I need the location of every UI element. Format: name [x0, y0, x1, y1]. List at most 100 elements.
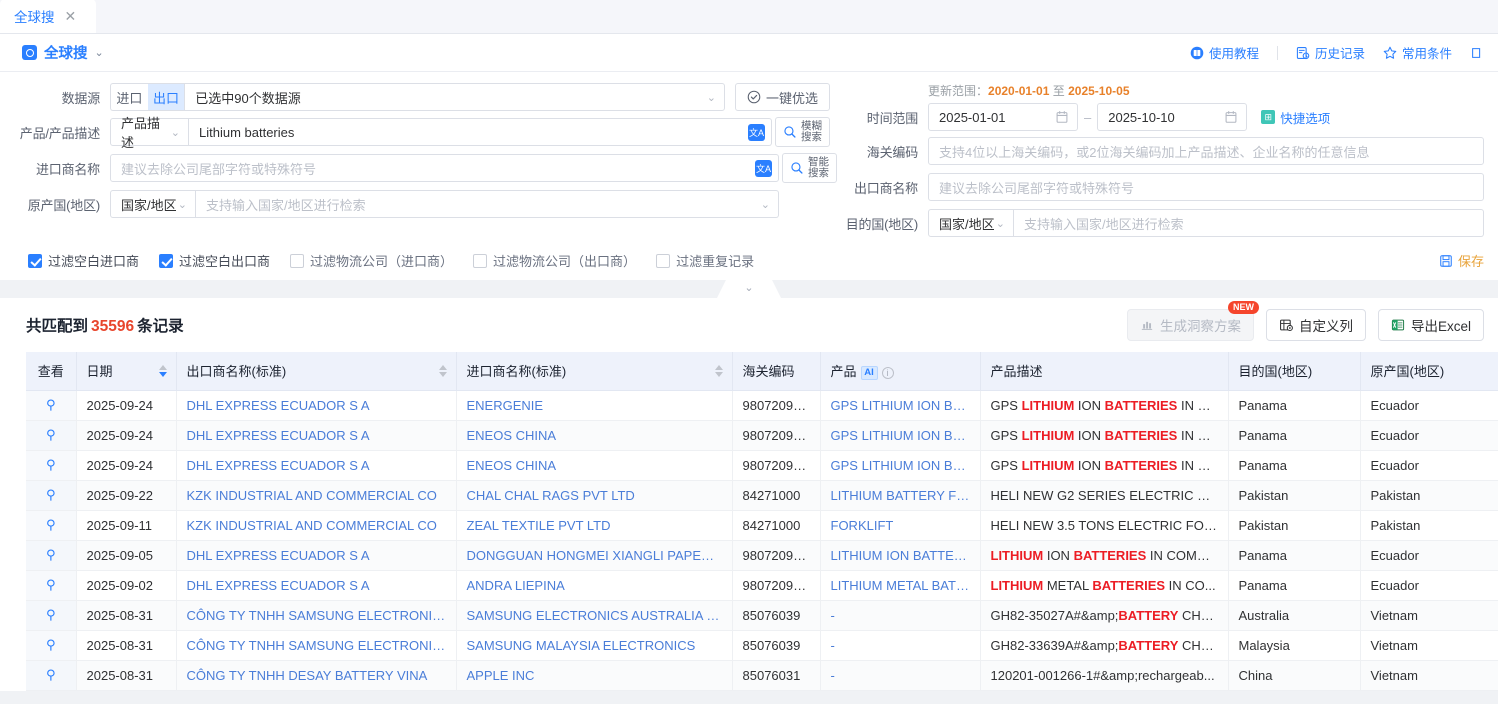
- cell-exporter[interactable]: DHL EXPRESS ECUADOR S A: [176, 420, 457, 451]
- table-row[interactable]: ⚲ 2025-09-24 DHL EXPRESS ECUADOR S A ENEOS …: [26, 450, 1498, 481]
- generate-insight-button[interactable]: NEW 生成洞察方案: [1126, 301, 1259, 341]
- cell-exporter[interactable]: CÔNG TY TNHH DESAY BATTERY VINA: [176, 660, 457, 691]
- cell-importer[interactable]: SAMSUNG ELECTRONICS AUSTRALIA PTY: [456, 600, 733, 631]
- cell-view[interactable]: ⚲: [26, 600, 77, 631]
- checkbox-box[interactable]: [159, 253, 174, 268]
- importer-input[interactable]: 建议去除公司尾部字符或特殊符号 文A: [110, 154, 779, 182]
- info-icon[interactable]: i: [881, 366, 894, 379]
- cell-exporter[interactable]: DHL EXPRESS ECUADOR S A: [176, 570, 457, 601]
- sort-toggle-importer[interactable]: [714, 364, 723, 377]
- tab-global-search[interactable]: 全球搜 ✕: [0, 0, 96, 33]
- checkbox-box[interactable]: [28, 253, 42, 268]
- sort-toggle-exporter[interactable]: [438, 364, 447, 377]
- translate-icon[interactable]: 文A: [748, 123, 765, 141]
- cell-importer[interactable]: CHAL CHAL RAGS PVT LTD: [456, 480, 733, 511]
- magnifier-icon[interactable]: ⚲: [45, 457, 56, 472]
- destination-mode-select[interactable]: 国家/地区 ⌄: [928, 209, 1014, 237]
- magnifier-icon[interactable]: ⚲: [45, 427, 56, 442]
- export-excel-button[interactable]: 导出Excel: [1377, 309, 1484, 341]
- collapse-panel-button[interactable]: ⌄: [717, 280, 781, 298]
- table-row[interactable]: ⚲ 2025-09-24 DHL EXPRESS ECUADOR S A ENEOS …: [26, 420, 1498, 451]
- app-title-group[interactable]: 全球搜 ⌄: [22, 42, 104, 63]
- one-key-optimize-button[interactable]: 一键优选: [734, 83, 830, 111]
- destination-input[interactable]: 支持输入国家/地区进行检索: [1014, 209, 1484, 237]
- table-row[interactable]: ⚲ 2025-08-31 CÔNG TY TNHH DESAY BATTERY VI…: [26, 660, 1498, 691]
- table-row[interactable]: ⚲ 2025-09-02 DHL EXPRESS ECUADOR S A ANDRA …: [26, 570, 1498, 601]
- date-start-input[interactable]: 2025-01-01: [928, 103, 1078, 131]
- cell-product[interactable]: FORKLIFT: [820, 510, 981, 541]
- checkbox-filter-blank-exporter[interactable]: 过滤空白出口商: [159, 251, 270, 270]
- magnifier-icon[interactable]: ⚲: [45, 607, 56, 622]
- cell-product[interactable]: -: [820, 600, 981, 631]
- cell-exporter[interactable]: KZK INDUSTRIAL AND COMMERCIAL CO: [176, 510, 457, 541]
- tab-close-icon[interactable]: ✕: [64, 8, 77, 24]
- cell-importer[interactable]: APPLE INC: [456, 660, 733, 691]
- custom-columns-button[interactable]: 自定义列: [1265, 309, 1366, 341]
- cell-view[interactable]: ⚲: [26, 510, 77, 541]
- magnifier-icon[interactable]: ⚲: [45, 517, 56, 532]
- cell-importer[interactable]: ENERGENIE: [456, 390, 733, 421]
- product-input[interactable]: Lithium batteries 文A: [189, 118, 772, 146]
- cell-product[interactable]: GPS LITHIUM ION BAT...: [820, 390, 981, 421]
- magnifier-icon[interactable]: ⚲: [45, 487, 56, 502]
- cell-view[interactable]: ⚲: [26, 540, 77, 571]
- cell-product[interactable]: GPS LITHIUM ION BAT...: [820, 420, 981, 451]
- magnifier-icon[interactable]: ⚲: [45, 397, 56, 412]
- results-table-wrap[interactable]: 查看 日期 出口商名称(标准) 进口商名称(标准) 海关编码: [0, 352, 1498, 691]
- cell-importer[interactable]: SAMSUNG MALAYSIA ELECTRONICS: [456, 630, 733, 661]
- cell-view[interactable]: ⚲: [26, 660, 77, 691]
- cell-view[interactable]: ⚲: [26, 420, 77, 451]
- date-end-input[interactable]: 2025-10-10: [1097, 103, 1248, 131]
- cell-product[interactable]: -: [820, 630, 981, 661]
- magnifier-icon[interactable]: ⚲: [45, 637, 56, 652]
- checkbox-box[interactable]: [290, 253, 305, 268]
- checkbox-filter-logistics-exporter[interactable]: 过滤物流公司（出口商）: [473, 251, 636, 270]
- cell-view[interactable]: ⚲: [26, 450, 77, 481]
- quick-options-button[interactable]: ⊞ 快捷选项: [1261, 108, 1330, 127]
- cell-view[interactable]: ⚲: [26, 570, 77, 601]
- table-row[interactable]: ⚲ 2025-09-24 DHL EXPRESS ECUADOR S A ENERGE…: [26, 390, 1498, 421]
- datasource-select[interactable]: 已选中90个数据源 ⌄: [184, 83, 725, 111]
- cell-exporter[interactable]: KZK INDUSTRIAL AND COMMERCIAL CO: [176, 480, 457, 511]
- cell-view[interactable]: ⚲: [26, 480, 77, 511]
- smart-search-button[interactable]: 智能 搜索: [782, 153, 837, 183]
- checkbox-box[interactable]: [473, 253, 488, 268]
- cell-importer[interactable]: ANDRA LIEPINA: [456, 570, 733, 601]
- cell-product[interactable]: -: [820, 660, 981, 691]
- cell-product[interactable]: LITHIUM BATTERY FO...: [820, 480, 981, 511]
- magnifier-icon[interactable]: ⚲: [45, 667, 56, 682]
- magnifier-icon[interactable]: ⚲: [45, 547, 56, 562]
- translate-icon[interactable]: 文A: [755, 159, 772, 177]
- table-row[interactable]: ⚲ 2025-08-31 CÔNG TY TNHH SAMSUNG ELECTRON…: [26, 600, 1498, 631]
- magnifier-icon[interactable]: ⚲: [45, 577, 56, 592]
- link-favorites[interactable]: 常用条件: [1383, 43, 1452, 62]
- fuzzy-search-button[interactable]: 模糊 搜索: [775, 117, 830, 147]
- cell-importer[interactable]: ZEAL TEXTILE PVT LTD: [456, 510, 733, 541]
- link-overflow[interactable]: [1470, 46, 1484, 60]
- cell-exporter[interactable]: DHL EXPRESS ECUADOR S A: [176, 540, 457, 571]
- cell-product[interactable]: LITHIUM ION BATTERY: [820, 540, 981, 571]
- th-importer[interactable]: 进口商名称(标准): [456, 352, 733, 391]
- cell-exporter[interactable]: CÔNG TY TNHH SAMSUNG ELECTRONICS ...: [176, 600, 457, 631]
- cell-importer[interactable]: ENEOS CHINA: [456, 420, 733, 451]
- origin-mode-select[interactable]: 国家/地区 ⌄: [110, 190, 196, 218]
- cell-product[interactable]: GPS LITHIUM ION BAT...: [820, 450, 981, 481]
- th-date[interactable]: 日期: [76, 352, 177, 391]
- origin-input[interactable]: 支持输入国家/地区进行检索 ⌄: [196, 190, 779, 218]
- save-conditions-button[interactable]: 保存: [1439, 251, 1484, 270]
- cell-view[interactable]: ⚲: [26, 390, 77, 421]
- link-history[interactable]: 历史记录: [1296, 43, 1365, 62]
- checkbox-filter-duplicates[interactable]: 过滤重复记录: [656, 251, 754, 270]
- table-row[interactable]: ⚲ 2025-09-05 DHL EXPRESS ECUADOR S A DONGGU…: [26, 540, 1498, 571]
- cell-importer[interactable]: ENEOS CHINA: [456, 450, 733, 481]
- checkbox-box[interactable]: [656, 253, 671, 268]
- checkbox-filter-logistics-importer[interactable]: 过滤物流公司（进口商）: [290, 251, 453, 270]
- seg-import[interactable]: 进口: [116, 90, 143, 106]
- th-exporter[interactable]: 出口商名称(标准): [176, 352, 457, 391]
- sort-toggle-date[interactable]: [158, 364, 167, 377]
- hscode-input[interactable]: 支持4位以上海关编码，或2位海关编码加上产品描述、企业名称的任意信息: [928, 137, 1484, 165]
- cell-view[interactable]: ⚲: [26, 630, 77, 661]
- exporter-input[interactable]: 建议去除公司尾部字符或特殊符号: [928, 173, 1484, 201]
- link-tutorial[interactable]: 使用教程: [1190, 43, 1259, 62]
- table-row[interactable]: ⚲ 2025-08-31 CÔNG TY TNHH SAMSUNG ELECTRON…: [26, 630, 1498, 661]
